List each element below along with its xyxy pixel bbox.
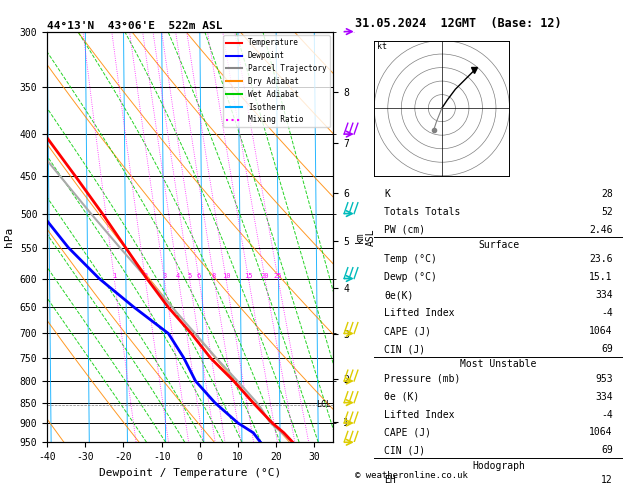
- Text: CIN (J): CIN (J): [384, 445, 425, 455]
- Text: Temp (°C): Temp (°C): [384, 255, 437, 264]
- Text: 2.46: 2.46: [589, 225, 613, 235]
- Text: kt: kt: [377, 42, 387, 51]
- Text: -4: -4: [601, 410, 613, 419]
- Text: CAPE (J): CAPE (J): [384, 428, 431, 437]
- Text: 953: 953: [595, 374, 613, 384]
- Text: 15: 15: [244, 273, 253, 278]
- Text: Most Unstable: Most Unstable: [460, 360, 537, 369]
- Text: θe(K): θe(K): [384, 290, 414, 300]
- Y-axis label: hPa: hPa: [4, 227, 14, 247]
- Text: PW (cm): PW (cm): [384, 225, 425, 235]
- Text: 20: 20: [260, 273, 269, 278]
- Text: 334: 334: [595, 290, 613, 300]
- Text: 12: 12: [601, 475, 613, 485]
- Text: 6: 6: [197, 273, 201, 278]
- Text: Lifted Index: Lifted Index: [384, 308, 455, 318]
- Text: 334: 334: [595, 392, 613, 401]
- Text: © weatheronline.co.uk: © weatheronline.co.uk: [355, 471, 468, 480]
- Text: 52: 52: [601, 207, 613, 217]
- Text: 31.05.2024  12GMT  (Base: 12): 31.05.2024 12GMT (Base: 12): [355, 17, 562, 30]
- Text: 8: 8: [212, 273, 216, 278]
- Text: Totals Totals: Totals Totals: [384, 207, 460, 217]
- Text: EH: EH: [384, 475, 396, 485]
- Text: Hodograph: Hodograph: [472, 461, 525, 471]
- Text: 5: 5: [187, 273, 192, 278]
- Text: LCL: LCL: [316, 400, 331, 409]
- Text: 2: 2: [143, 273, 147, 278]
- Text: Surface: Surface: [478, 240, 519, 250]
- Text: 1064: 1064: [589, 326, 613, 336]
- Legend: Temperature, Dewpoint, Parcel Trajectory, Dry Adiabat, Wet Adiabat, Isotherm, Mi: Temperature, Dewpoint, Parcel Trajectory…: [223, 35, 330, 127]
- Text: 15.1: 15.1: [589, 272, 613, 282]
- Text: CAPE (J): CAPE (J): [384, 326, 431, 336]
- Text: Pressure (mb): Pressure (mb): [384, 374, 460, 384]
- X-axis label: Dewpoint / Temperature (°C): Dewpoint / Temperature (°C): [99, 468, 281, 478]
- Text: 10: 10: [221, 273, 230, 278]
- Text: 3: 3: [162, 273, 166, 278]
- Text: 69: 69: [601, 445, 613, 455]
- Text: 1064: 1064: [589, 428, 613, 437]
- Text: Lifted Index: Lifted Index: [384, 410, 455, 419]
- Text: 69: 69: [601, 344, 613, 354]
- Text: -4: -4: [601, 308, 613, 318]
- Text: 23.6: 23.6: [589, 255, 613, 264]
- Text: CIN (J): CIN (J): [384, 344, 425, 354]
- Text: θe (K): θe (K): [384, 392, 420, 401]
- Text: 4: 4: [176, 273, 181, 278]
- Text: 44°13'N  43°06'E  522m ASL: 44°13'N 43°06'E 522m ASL: [47, 21, 223, 31]
- Y-axis label: km
ASL: km ASL: [355, 228, 376, 246]
- Text: 25: 25: [274, 273, 282, 278]
- Text: 1: 1: [112, 273, 116, 278]
- Text: 28: 28: [601, 189, 613, 199]
- Text: Dewp (°C): Dewp (°C): [384, 272, 437, 282]
- Text: K: K: [384, 189, 390, 199]
